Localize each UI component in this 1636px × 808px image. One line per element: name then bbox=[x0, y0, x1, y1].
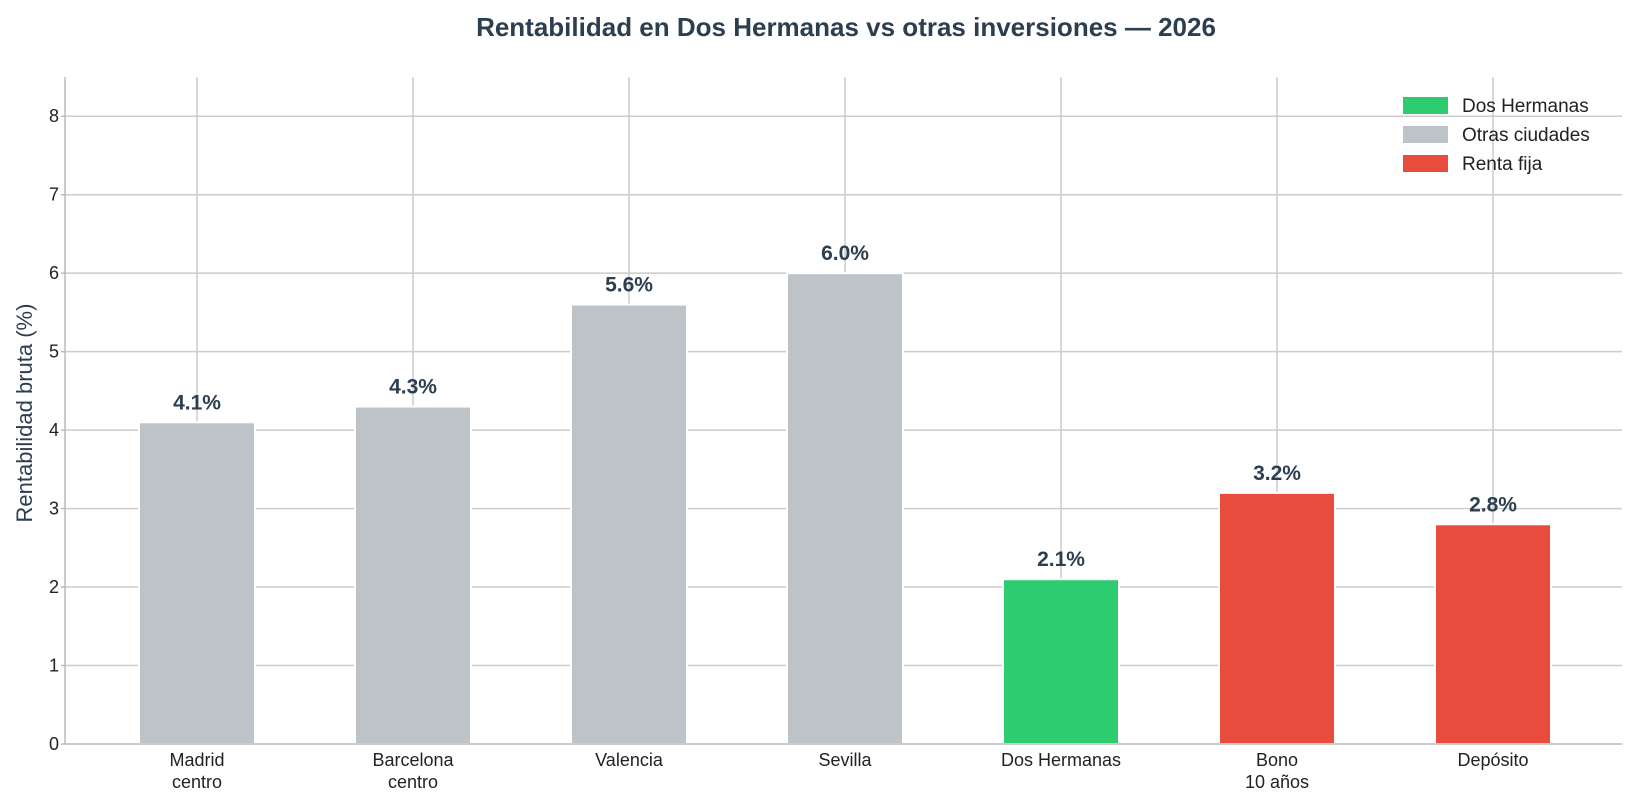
y-tick-label: 2 bbox=[49, 577, 59, 597]
x-tick-label: Barcelona bbox=[372, 750, 454, 770]
bar bbox=[354, 405, 472, 745]
bars bbox=[138, 272, 1552, 746]
bar-value-label: 2.1% bbox=[1037, 548, 1085, 571]
x-tick-label: Dos Hermanas bbox=[1001, 750, 1121, 770]
bar bbox=[1434, 523, 1552, 745]
x-tick-label: Madrid bbox=[169, 750, 224, 770]
axes bbox=[61, 77, 1622, 745]
y-tick-labels: 0 1 2 3 4 5 6 7 8 bbox=[49, 106, 59, 754]
bar bbox=[1218, 491, 1336, 745]
y-tick-label: 0 bbox=[49, 734, 59, 754]
x-tick-label: Valencia bbox=[595, 750, 664, 770]
legend-swatch bbox=[1403, 97, 1448, 114]
legend: Dos Hermanas Otras ciudades Renta fija bbox=[1403, 96, 1590, 175]
legend-label: Dos Hermanas bbox=[1462, 96, 1589, 117]
x-tick-label: 10 años bbox=[1245, 772, 1309, 792]
y-tick-label: 6 bbox=[49, 263, 59, 283]
bar-value-label: 6.0% bbox=[821, 242, 869, 265]
x-tick-label: centro bbox=[172, 772, 222, 792]
legend-label: Renta fija bbox=[1462, 154, 1543, 175]
bar bbox=[138, 421, 256, 745]
bar-value-label: 4.1% bbox=[173, 391, 221, 414]
x-tick-label: Sevilla bbox=[818, 750, 872, 770]
y-axis-label: Rentabilidad bruta (%) bbox=[12, 304, 37, 523]
legend-swatch bbox=[1403, 155, 1448, 172]
y-tick-label: 3 bbox=[49, 499, 59, 519]
bar-value-label: 5.6% bbox=[605, 274, 653, 297]
legend-label: Otras ciudades bbox=[1462, 125, 1590, 146]
y-tick-label: 5 bbox=[49, 342, 59, 362]
y-tick-label: 8 bbox=[49, 106, 59, 126]
y-tick-label: 4 bbox=[49, 420, 59, 440]
bar bbox=[570, 303, 688, 745]
bar bbox=[786, 272, 904, 745]
chart-title: Rentabilidad en Dos Hermanas vs otras in… bbox=[476, 12, 1216, 42]
bar bbox=[1002, 578, 1120, 746]
value-labels: 4.1% 4.3% 5.6% 6.0% 2.1% 3.2% 2.8% bbox=[173, 242, 1517, 571]
bar-value-label: 4.3% bbox=[389, 376, 437, 399]
x-tick-label: Depósito bbox=[1457, 750, 1528, 770]
y-tick-label: 1 bbox=[49, 656, 59, 676]
bar-value-label: 3.2% bbox=[1253, 462, 1301, 485]
bar-value-label: 2.8% bbox=[1469, 493, 1517, 516]
y-tick-label: 7 bbox=[49, 185, 59, 205]
legend-swatch bbox=[1403, 126, 1448, 143]
x-tick-label: centro bbox=[388, 772, 438, 792]
x-tick-label: Bono bbox=[1256, 750, 1298, 770]
